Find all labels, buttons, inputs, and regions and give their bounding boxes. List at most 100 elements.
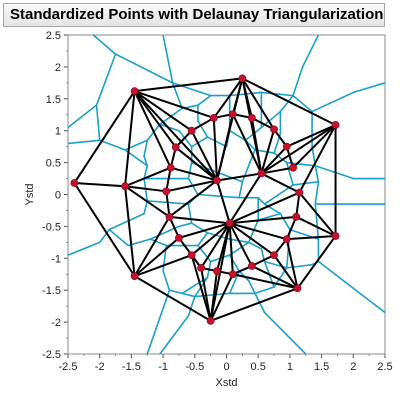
delaunay-edge xyxy=(228,222,288,241)
x-tick-label: -0.5 xyxy=(185,361,204,373)
voronoi-edge xyxy=(197,193,240,199)
delaunay-edge xyxy=(133,254,193,278)
voronoi-edge xyxy=(168,289,183,295)
voronoi-edge xyxy=(314,203,320,240)
data-point xyxy=(213,176,221,185)
delaunay-edge xyxy=(260,172,301,194)
voronoi-edge xyxy=(143,200,149,215)
data-point xyxy=(225,219,234,228)
voronoi-edge xyxy=(146,289,171,354)
delaunay-edge xyxy=(241,77,276,131)
voronoi-edge xyxy=(98,228,111,244)
voronoi-edge xyxy=(285,263,313,269)
y-axis-title: Ystd xyxy=(24,183,36,205)
x-tick-label: 1 xyxy=(287,361,293,373)
delaunay-edge xyxy=(133,215,171,278)
data-point xyxy=(331,121,340,129)
delaunay-edge xyxy=(124,185,168,193)
delaunay-edge xyxy=(212,77,244,119)
voronoi-edge xyxy=(143,155,149,167)
voronoi-edge xyxy=(279,94,294,113)
data-point xyxy=(282,142,291,151)
x-tick-label: 1.5 xyxy=(314,361,329,373)
voronoi-edge xyxy=(98,139,126,151)
voronoi-edge xyxy=(114,53,174,84)
voronoi-edge xyxy=(206,136,228,148)
voronoi-edge xyxy=(143,164,149,180)
delaunay-edge xyxy=(133,90,218,182)
data-point xyxy=(175,233,183,242)
delaunay-edge xyxy=(133,90,193,132)
delaunay-edge xyxy=(285,234,337,241)
delaunay-edge xyxy=(200,222,231,269)
delaunay-edge xyxy=(73,182,136,278)
voronoi-edge xyxy=(197,231,209,247)
data-point xyxy=(130,272,139,281)
delaunay-edge xyxy=(190,129,218,182)
y-tick-label: -1 xyxy=(51,253,61,265)
delaunay-edge xyxy=(250,116,263,175)
voronoi-edge xyxy=(159,314,190,354)
x-tick-label: 2 xyxy=(350,361,356,373)
voronoi-edge xyxy=(279,212,291,231)
x-tick-label: 0.5 xyxy=(251,361,266,373)
data-point xyxy=(187,251,196,260)
data-point xyxy=(213,267,221,275)
y-tick-label: 2 xyxy=(55,62,61,74)
delaunay-edge xyxy=(209,287,299,322)
data-point xyxy=(70,179,79,187)
delaunay-edge xyxy=(228,215,298,225)
voronoi-edge xyxy=(292,180,320,186)
delaunay-edge xyxy=(165,179,218,193)
delaunay-edge xyxy=(260,145,288,175)
delaunay-edge xyxy=(292,123,337,169)
delaunay-edge xyxy=(298,191,337,237)
data-point xyxy=(270,251,278,260)
data-point xyxy=(247,262,256,270)
voronoi-edge xyxy=(292,66,304,97)
voronoi-edge xyxy=(247,279,256,295)
voronoi-edge xyxy=(95,104,101,142)
delaunay-edge xyxy=(73,182,127,188)
voronoi-edge xyxy=(68,241,101,256)
voronoi-edge xyxy=(257,196,266,205)
voronoi-edge xyxy=(108,212,145,231)
data-point xyxy=(165,212,174,221)
delaunay-edge xyxy=(250,116,276,131)
delaunay-edge xyxy=(124,185,136,278)
data-point xyxy=(293,284,302,293)
delaunay-edge xyxy=(190,116,215,132)
voronoi-edge xyxy=(187,295,196,317)
data-point xyxy=(197,263,206,272)
delaunay-edge xyxy=(133,236,180,278)
voronoi-edge xyxy=(68,139,101,145)
data-point xyxy=(289,163,297,172)
voronoi-edge xyxy=(178,222,193,228)
voronoi-edge xyxy=(149,238,168,247)
voronoi-edge xyxy=(314,164,320,183)
data-point xyxy=(270,125,278,134)
data-point xyxy=(121,182,129,191)
voronoi-edge xyxy=(95,53,117,106)
delaunay-edge xyxy=(215,172,263,182)
delaunay-edge xyxy=(215,113,234,182)
voronoi-edge xyxy=(263,311,307,354)
data-point xyxy=(130,87,139,96)
data-point xyxy=(247,114,256,122)
delaunay-edge xyxy=(124,185,171,218)
delaunay-edge xyxy=(285,238,299,290)
voronoi-edge xyxy=(197,120,209,138)
delaunay-edge xyxy=(295,215,337,237)
voronoi-edge xyxy=(190,136,209,148)
voronoi-edge xyxy=(143,139,149,158)
chart-title: Standardized Points with Delaunay Triang… xyxy=(10,6,384,23)
delaunay-edge xyxy=(133,90,172,169)
delaunay-edge xyxy=(209,273,234,322)
delaunay-edge xyxy=(165,190,171,218)
voronoi-edge xyxy=(314,180,320,205)
voronoi-edge xyxy=(162,35,174,84)
delaunay-triangulation xyxy=(73,77,337,322)
delaunay-edge xyxy=(241,77,337,126)
data-point xyxy=(331,232,340,240)
